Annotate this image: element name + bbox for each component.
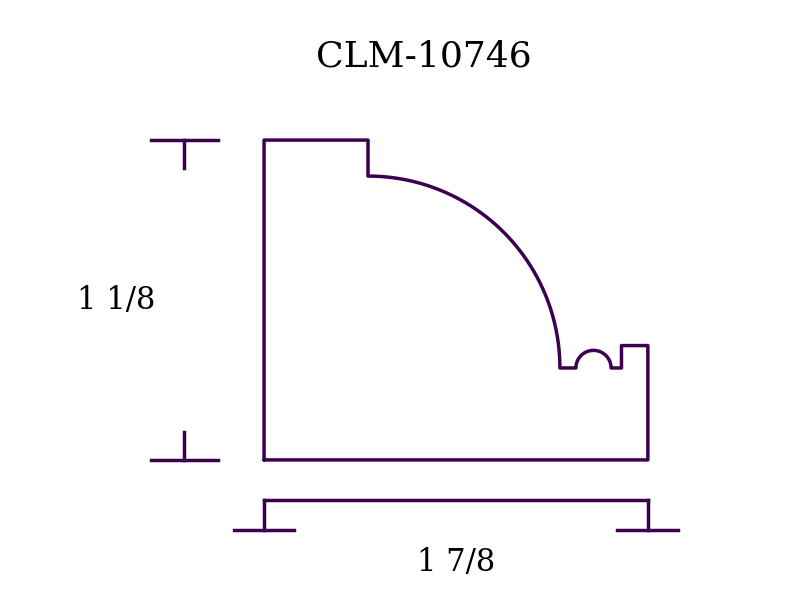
Text: CLM-10746: CLM-10746 <box>316 39 532 73</box>
Text: 1 7/8: 1 7/8 <box>417 547 495 578</box>
Text: 1 1/8: 1 1/8 <box>77 284 155 316</box>
